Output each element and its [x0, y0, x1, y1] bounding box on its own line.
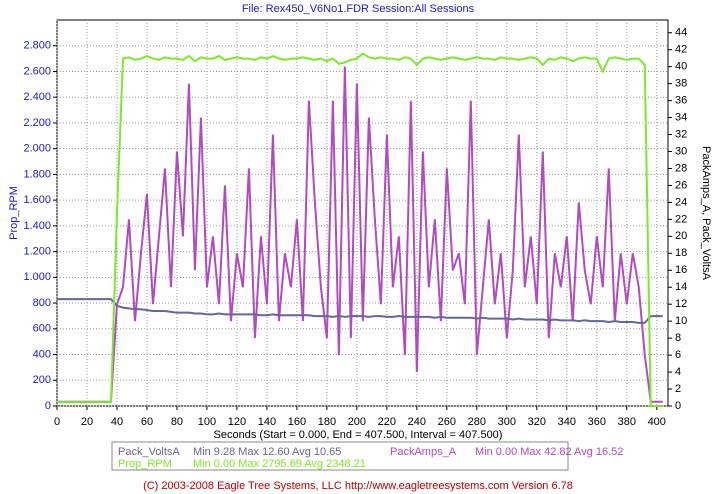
y2-tick-label: 8: [675, 332, 681, 344]
y-tick-label: 2.400: [23, 91, 51, 103]
x-tick-label: 320: [528, 416, 546, 428]
x-tick-label: 360: [588, 416, 606, 428]
x-tick-label: 20: [81, 416, 93, 428]
x-tick-label: 340: [558, 416, 576, 428]
x-tick-label: 60: [141, 416, 153, 428]
y-tick-label: 1.800: [23, 168, 51, 180]
data-line: [57, 298, 663, 324]
y2-tick-label: 40: [675, 61, 687, 73]
x-tick-label: 380: [618, 416, 636, 428]
y2-tick-label: 16: [675, 264, 687, 276]
x-tick-label: 280: [468, 416, 486, 428]
x-tick-label: 140: [258, 416, 276, 428]
data-line: [57, 66, 663, 403]
y-tick-label: 2.000: [23, 143, 51, 155]
y2-tick-label: 4: [675, 366, 681, 378]
data-line: [57, 52, 663, 407]
x-tick-label: 200: [348, 416, 366, 428]
legend-label: Prop_RPM: [118, 458, 172, 470]
y2-tick-label: 28: [675, 162, 687, 174]
x-tick-label: 0: [54, 416, 60, 428]
y2-tick-label: 34: [675, 111, 687, 123]
y2-tick-label: 18: [675, 247, 687, 259]
y-tick-label: 0: [45, 400, 51, 412]
legend-label: Pack_VoltsA: [118, 446, 180, 458]
y-tick-label: 600: [33, 323, 51, 335]
x-tick-label: 260: [438, 416, 456, 428]
y-tick-label: 200: [33, 374, 51, 386]
x-tick-label: 40: [111, 416, 123, 428]
y-tick-label: 1.200: [23, 246, 51, 258]
y2-tick-label: 2: [675, 383, 681, 395]
y2-tick-label: 42: [675, 44, 687, 56]
y2-axis-label: PackAmps_A, Pack_VoltsA: [700, 146, 712, 281]
y2-tick-label: 22: [675, 213, 687, 225]
y2-tick-label: 6: [675, 349, 681, 361]
y2-tick-label: 38: [675, 78, 687, 90]
x-tick-label: 80: [171, 416, 183, 428]
y-tick-label: 2.600: [23, 65, 51, 77]
y-axis-label: Prop_RPM: [8, 186, 20, 240]
y2-tick-label: 0: [675, 400, 681, 412]
legend-box: [111, 441, 569, 471]
y2-tick-label: 10: [675, 315, 687, 327]
x-tick-label: 300: [498, 416, 516, 428]
x-tick-label: 160: [288, 416, 306, 428]
x-tick-label: 400: [648, 416, 666, 428]
y-tick-label: 2.200: [23, 117, 51, 129]
y2-tick-label: 32: [675, 128, 687, 140]
legend-stats: Min 9.28 Max 12.60 Avg 10.65: [193, 446, 341, 458]
y-tick-label: 800: [33, 297, 51, 309]
x-tick-label: 120: [228, 416, 246, 428]
x-axis-label: Seconds (Start = 0.000, End = 407.500, I…: [214, 429, 503, 441]
y2-tick-label: 12: [675, 298, 687, 310]
y2-tick-label: 36: [675, 94, 687, 106]
y-tick-label: 1.400: [23, 220, 51, 232]
y2-tick-label: 20: [675, 230, 687, 242]
x-tick-label: 240: [408, 416, 426, 428]
chart-title: File: Rex450_V6No1.FDR Session:All Sessi…: [242, 3, 475, 15]
legend-label: PackAmps_A: [390, 446, 457, 458]
y2-tick-label: 26: [675, 179, 687, 191]
x-tick-label: 220: [378, 416, 396, 428]
plot-area: [56, 19, 669, 407]
x-tick-label: 100: [198, 416, 216, 428]
y-tick-label: 400: [33, 348, 51, 360]
y-tick-label: 2.800: [23, 40, 51, 52]
legend-stats: Min 0.00 Max 2795.69 Avg 2348.21: [193, 458, 366, 470]
y-tick-label: 1.600: [23, 194, 51, 206]
footer: (C) 2003-2008 Eagle Tree Systems, LLC ht…: [143, 480, 573, 492]
y-tick-label: 1.000: [23, 271, 51, 283]
y2-tick-label: 30: [675, 145, 687, 157]
y2-tick-label: 44: [675, 27, 687, 39]
y2-tick-label: 14: [675, 281, 687, 293]
y2-tick-label: 24: [675, 196, 687, 208]
legend-stats: Min 0.00 Max 42.82 Avg 16.52: [475, 446, 623, 458]
x-tick-label: 180: [318, 416, 336, 428]
